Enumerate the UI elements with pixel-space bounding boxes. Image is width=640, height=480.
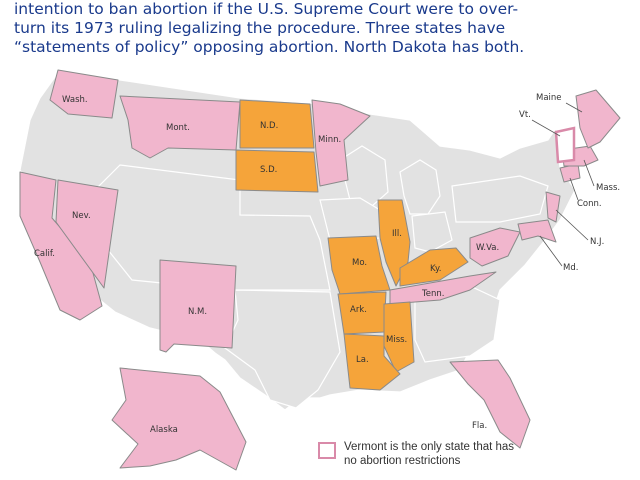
label-maine: Maine — [536, 93, 562, 103]
label-connecticut: Conn. — [577, 199, 602, 209]
label-illinois: Ill. — [392, 229, 402, 239]
label-south-dakota: S.D. — [260, 165, 277, 175]
state-vermont — [554, 126, 576, 164]
state-louisiana — [343, 333, 401, 391]
state-south-dakota — [235, 149, 319, 193]
intro-text: intention to ban abortion if the U.S. Su… — [14, 0, 626, 57]
label-maryland: Md. — [563, 263, 578, 273]
label-tennessee: Tenn. — [421, 289, 444, 299]
label-new-jersey: N.J. — [590, 237, 604, 247]
label-nevada: Nev. — [72, 211, 91, 221]
state-washington — [49, 69, 119, 119]
legend-line-1: Vermont is the only state that has — [344, 441, 515, 453]
state-maine — [575, 89, 621, 149]
label-washington: Wash. — [62, 95, 88, 105]
leader-connecticut — [569, 177, 579, 201]
legend: Vermont is the only state that has no ab… — [318, 440, 514, 468]
state-nevada — [55, 179, 119, 289]
michigan-region — [399, 159, 441, 215]
state-kentucky — [399, 247, 469, 287]
intro-line-3: “statements of policy” opposing abortion… — [14, 38, 525, 56]
label-florida: Fla. — [472, 421, 487, 431]
state-california — [19, 171, 103, 321]
intro-line-2: turn its 1973 ruling legalizing the proc… — [14, 19, 506, 37]
state-maryland — [517, 219, 557, 243]
label-vermont: Vt. — [519, 110, 531, 120]
label-new-mexico: N.M. — [188, 307, 207, 317]
pennsylvania-ny-region — [451, 175, 549, 223]
leader-massachusetts — [583, 159, 595, 187]
state-alaska — [111, 367, 247, 471]
ohio-region — [411, 211, 453, 253]
label-alaska: Alaska — [150, 425, 178, 435]
label-north-dakota: N.D. — [260, 121, 278, 131]
label-minnesota: Minn. — [318, 135, 341, 145]
legend-line-2: no abortion restrictions — [344, 455, 461, 467]
southeast-region — [414, 285, 501, 363]
label-missouri: Mo. — [352, 258, 367, 268]
leader-maryland — [539, 235, 563, 267]
label-california: Calif. — [34, 249, 55, 259]
label-louisiana: La. — [356, 355, 369, 365]
state-minnesota — [311, 99, 371, 187]
leader-vermont — [531, 119, 561, 137]
legend-swatch-vermont — [318, 442, 336, 459]
label-kentucky: Ky. — [430, 264, 441, 274]
state-montana — [119, 95, 241, 159]
label-massachusetts: Mass. — [596, 183, 620, 193]
legend-text: Vermont is the only state that has no ab… — [344, 440, 514, 468]
state-west-virginia — [469, 227, 521, 267]
label-arkansas: Ark. — [350, 305, 367, 315]
label-mississippi: Miss. — [386, 335, 407, 345]
state-new-jersey — [545, 191, 561, 223]
leader-new-jersey — [555, 209, 589, 241]
state-missouri — [327, 235, 391, 295]
intro-line-1: intention to ban abortion if the U.S. Su… — [14, 0, 519, 18]
state-new-mexico — [159, 259, 237, 353]
leader-maine — [565, 102, 583, 113]
midwest-region — [319, 197, 381, 241]
state-florida — [449, 359, 531, 449]
state-connecticut — [559, 163, 581, 183]
state-north-dakota — [239, 99, 315, 149]
label-west-virginia: W.Va. — [476, 243, 499, 253]
label-montana: Mont. — [166, 123, 190, 133]
